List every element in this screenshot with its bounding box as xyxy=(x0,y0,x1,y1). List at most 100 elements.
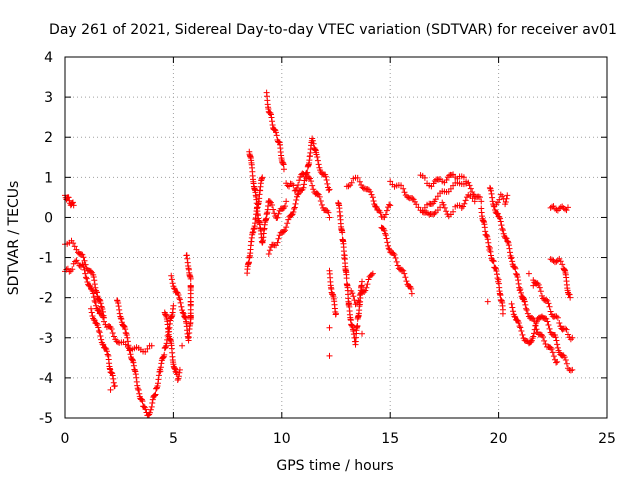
data-point xyxy=(557,204,564,211)
data-point xyxy=(401,270,408,277)
data-point xyxy=(271,210,278,217)
data-point xyxy=(177,299,184,306)
data-point xyxy=(531,330,538,337)
data-point xyxy=(508,254,515,261)
data-point xyxy=(81,257,88,264)
data-point xyxy=(350,293,357,300)
data-point xyxy=(109,372,116,379)
data-point xyxy=(533,326,540,333)
data-point xyxy=(521,298,528,305)
data-point xyxy=(95,324,102,331)
data-point xyxy=(517,286,524,293)
data-point xyxy=(99,308,106,315)
data-point xyxy=(503,235,510,242)
data-point xyxy=(554,314,561,321)
data-point xyxy=(109,330,116,337)
data-point xyxy=(382,232,389,239)
data-point xyxy=(567,336,574,343)
data-point xyxy=(314,154,321,161)
data-point xyxy=(90,274,97,281)
data-point xyxy=(490,258,497,265)
data-point xyxy=(169,280,176,287)
data-point xyxy=(76,262,83,269)
data-point xyxy=(486,184,493,191)
x-tick-label: 5 xyxy=(169,431,178,447)
data-point xyxy=(536,284,543,291)
data-point xyxy=(271,126,278,133)
data-point xyxy=(306,175,313,182)
data-point xyxy=(324,180,331,187)
data-point xyxy=(381,227,388,234)
data-point xyxy=(562,325,569,332)
data-point xyxy=(541,337,548,344)
data-point xyxy=(78,251,85,258)
data-point xyxy=(300,184,307,191)
data-point xyxy=(88,309,95,316)
data-point xyxy=(377,209,384,216)
data-point xyxy=(518,289,525,296)
data-point xyxy=(372,203,379,210)
data-point xyxy=(146,409,153,416)
data-point xyxy=(525,270,532,277)
data-point xyxy=(550,353,557,360)
data-point xyxy=(125,342,132,349)
data-point xyxy=(296,177,303,184)
data-point xyxy=(123,330,130,337)
data-point xyxy=(285,216,292,223)
data-point xyxy=(554,344,561,351)
data-point xyxy=(314,157,321,164)
y-tick-label: -5 xyxy=(39,411,53,427)
data-point xyxy=(402,274,409,281)
data-point xyxy=(565,290,572,297)
data-point xyxy=(295,190,302,197)
data-point xyxy=(503,195,510,202)
data-point xyxy=(484,298,491,305)
x-tick-label: 15 xyxy=(381,431,399,447)
data-point xyxy=(168,276,175,283)
data-point xyxy=(80,254,87,261)
y-tick-label: 2 xyxy=(44,130,53,146)
data-point xyxy=(283,198,290,205)
data-point xyxy=(460,174,467,181)
data-point xyxy=(499,227,506,234)
y-axis-label: SDTVAR / TECUs xyxy=(6,181,22,296)
data-point xyxy=(273,132,280,139)
data-point xyxy=(136,390,143,397)
data-point xyxy=(563,326,570,333)
data-point xyxy=(520,294,527,301)
data-point xyxy=(91,297,98,304)
data-point xyxy=(273,242,280,249)
data-point xyxy=(70,240,77,247)
data-point xyxy=(509,258,516,265)
data-point xyxy=(266,247,273,254)
data-point xyxy=(161,351,168,358)
data-point xyxy=(100,341,107,348)
data-point xyxy=(310,140,317,147)
data-point xyxy=(96,329,103,336)
data-point xyxy=(102,345,109,352)
data-point xyxy=(512,314,519,321)
data-point xyxy=(269,121,276,128)
data-point xyxy=(505,242,512,249)
data-point xyxy=(394,262,401,269)
data-point xyxy=(314,190,321,197)
data-point xyxy=(494,199,501,206)
data-point xyxy=(484,236,491,243)
data-point xyxy=(117,315,124,322)
data-point xyxy=(393,258,400,265)
data-point xyxy=(430,180,437,187)
data-point xyxy=(108,369,115,376)
data-point xyxy=(434,193,441,200)
y-tick-label: -2 xyxy=(39,291,53,307)
data-point xyxy=(447,185,454,192)
data-point xyxy=(553,337,560,344)
data-point xyxy=(542,341,549,348)
data-point xyxy=(469,195,476,202)
data-point xyxy=(528,338,535,345)
data-point xyxy=(99,305,106,312)
data-point xyxy=(400,185,407,192)
data-point xyxy=(294,191,301,198)
data-point xyxy=(498,222,505,229)
data-point xyxy=(118,315,125,322)
plot-frame xyxy=(64,56,608,419)
